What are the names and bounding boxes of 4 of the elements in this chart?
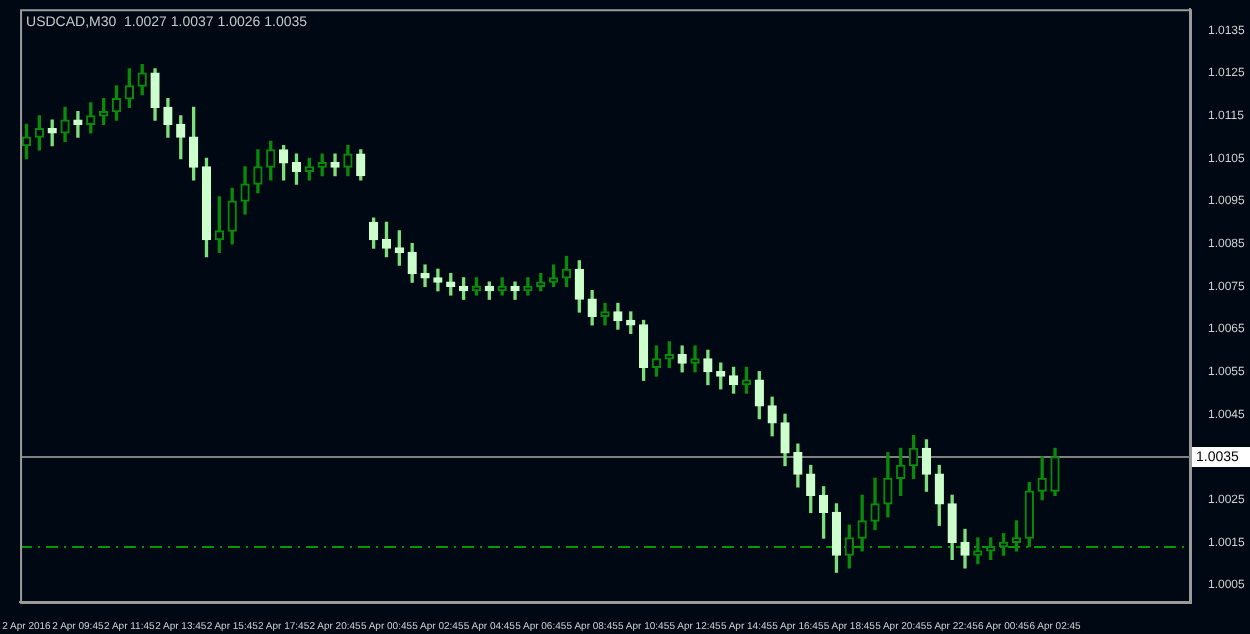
candlestick bbox=[73, 110, 83, 138]
candlestick bbox=[690, 345, 700, 373]
candlestick bbox=[420, 264, 430, 288]
candlestick bbox=[973, 537, 983, 565]
